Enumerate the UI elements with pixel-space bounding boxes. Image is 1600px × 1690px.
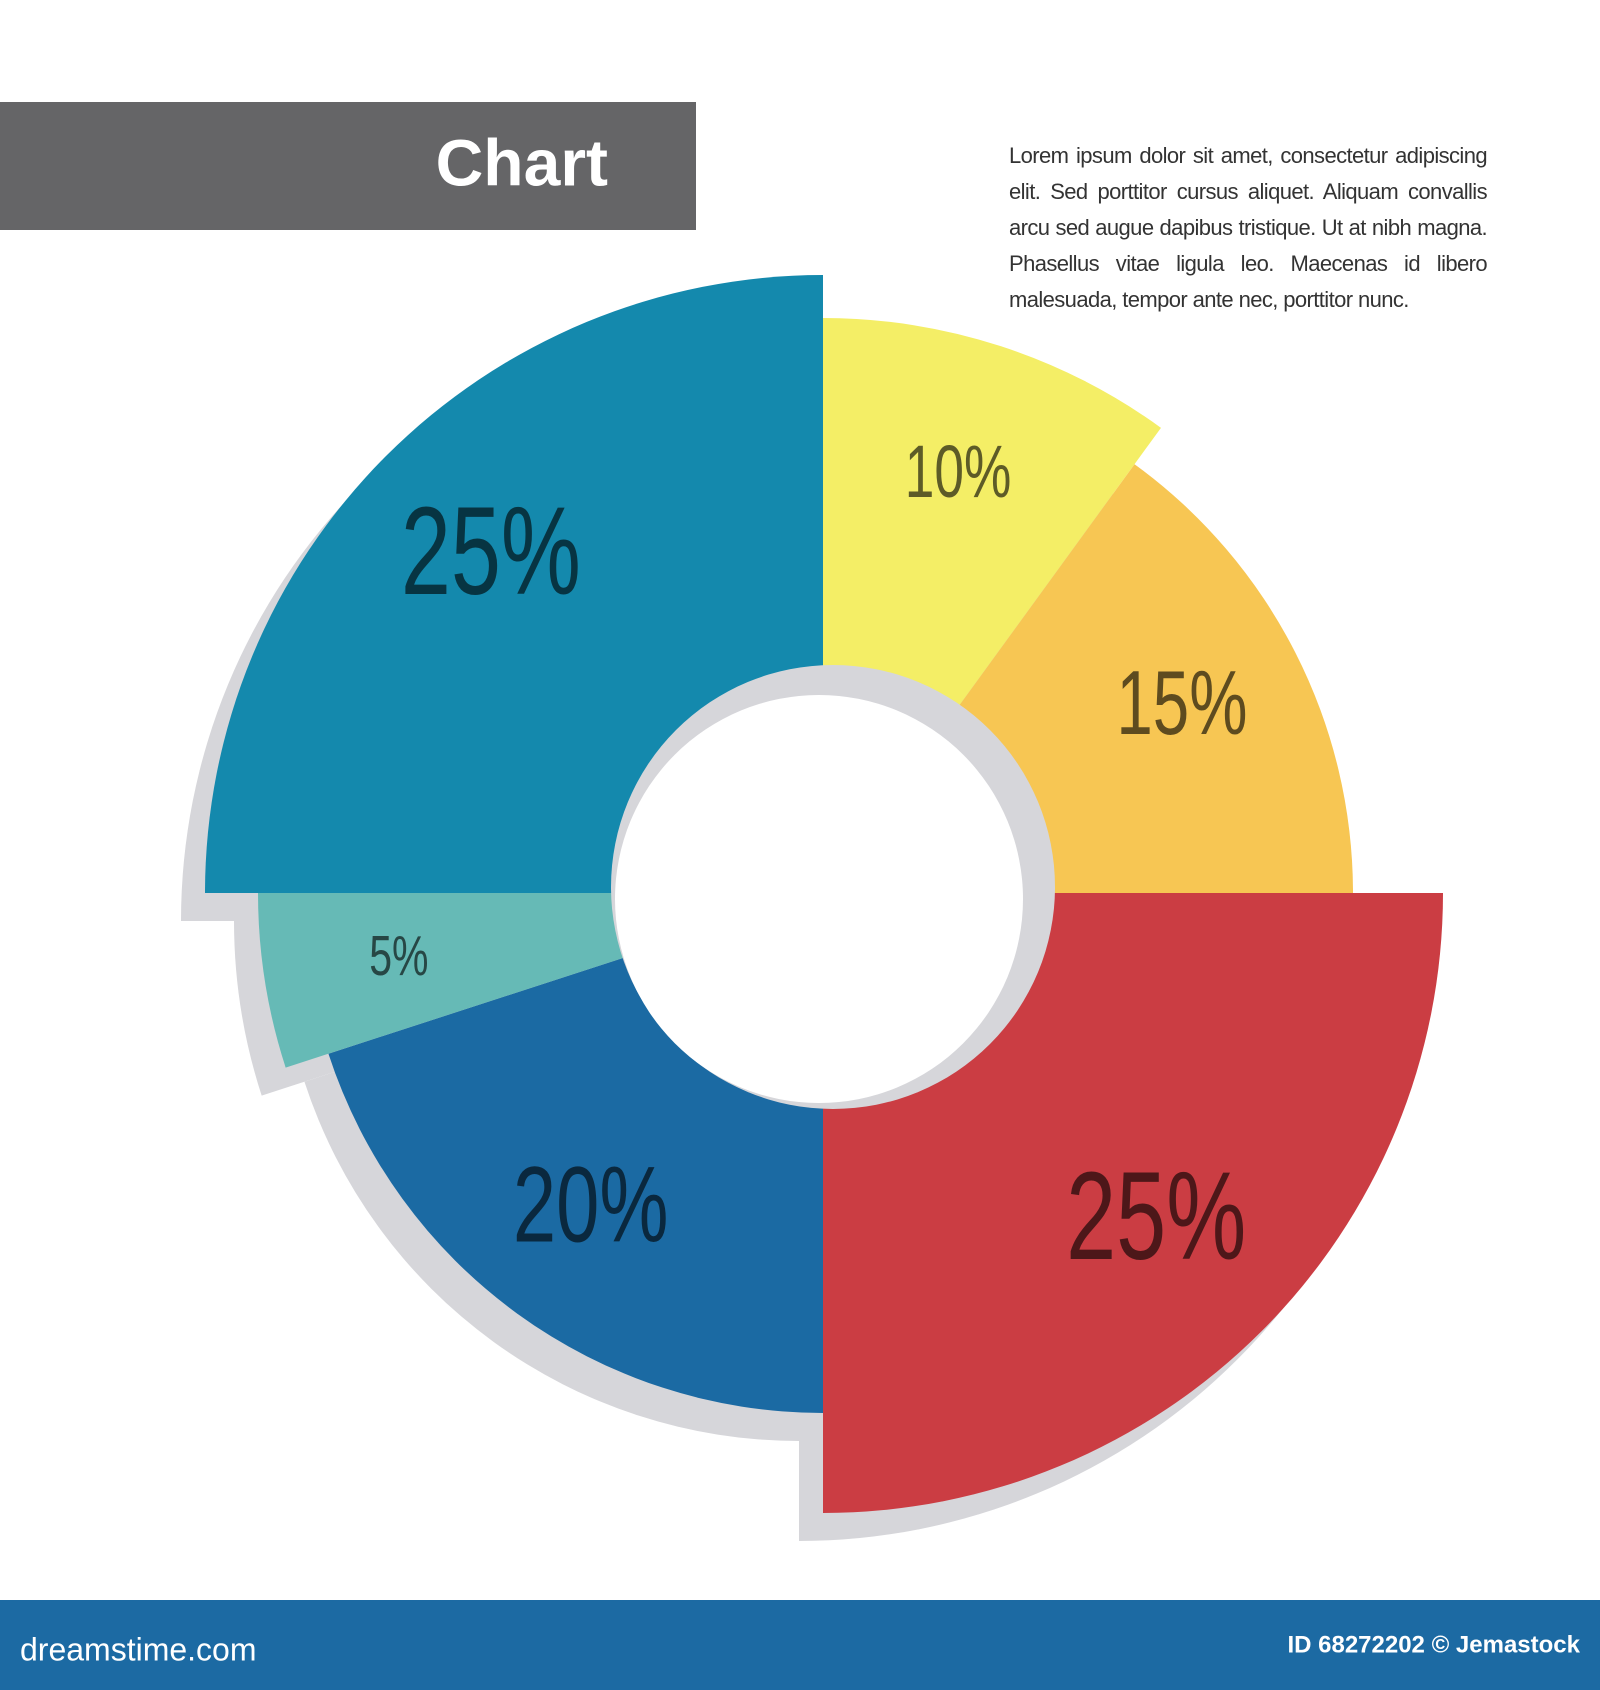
hole xyxy=(615,695,1023,1103)
value-label: 20% xyxy=(513,1144,669,1265)
chart-title: Chart xyxy=(436,125,608,199)
footer-site: dreamstime.com xyxy=(20,1631,257,1667)
footer-id: ID 68272202 © Jemastock xyxy=(1287,1631,1580,1658)
footer-bar xyxy=(0,1600,1600,1690)
pie: 10% 15% 25% 20% 5% 25% xyxy=(181,275,1443,1541)
description: Lorem ipsum dolor sit amet, consectetur … xyxy=(1009,143,1488,312)
value-label: 10% xyxy=(905,430,1012,513)
value-label: 25% xyxy=(401,481,581,621)
value-label: 25% xyxy=(1066,1147,1246,1287)
value-label: 15% xyxy=(1116,652,1247,754)
value-label: 5% xyxy=(369,924,428,988)
title-bar xyxy=(0,102,696,230)
